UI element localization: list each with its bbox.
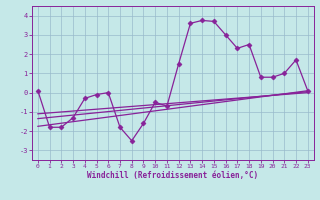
X-axis label: Windchill (Refroidissement éolien,°C): Windchill (Refroidissement éolien,°C) bbox=[87, 171, 258, 180]
